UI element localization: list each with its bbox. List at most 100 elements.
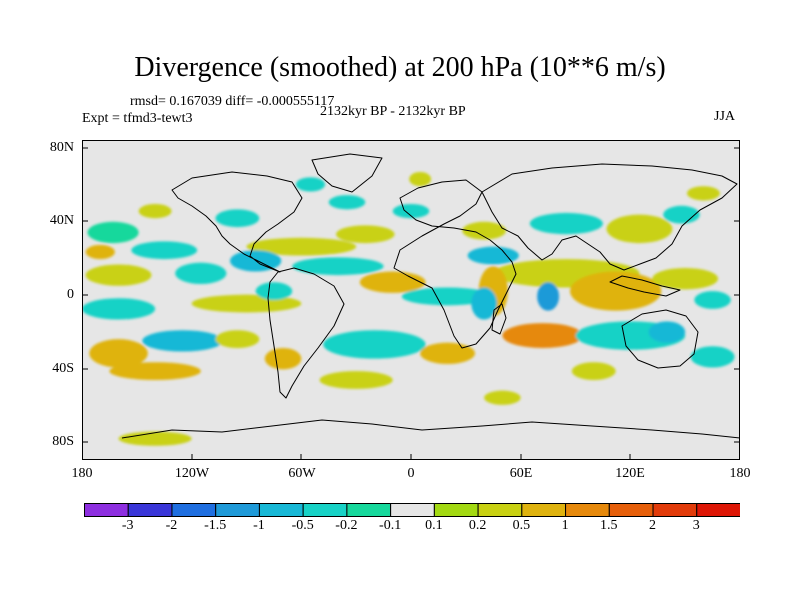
period-label: 2132kyr BP - 2132kyr BP — [320, 104, 466, 119]
colorbar-label: -0.1 — [379, 518, 402, 533]
colorbar-label: -3 — [121, 518, 134, 533]
y-tick-label: 40S — [52, 361, 74, 376]
south-america-coast — [267, 267, 345, 399]
divergence-contour — [571, 362, 616, 380]
colorbar-box — [127, 503, 173, 517]
divergence-contour — [142, 330, 223, 352]
coastlines — [121, 153, 740, 439]
divergence-contour — [606, 214, 673, 244]
divergence-contour — [109, 362, 201, 380]
divergence-contour — [336, 225, 395, 244]
divergence-contour — [323, 330, 426, 359]
divergence-contour — [82, 298, 156, 320]
colorbar — [84, 503, 740, 517]
plot-frame — [82, 140, 740, 460]
divergence-contour — [690, 346, 735, 368]
colorbar-box — [652, 503, 698, 517]
divergence-contour — [85, 244, 115, 260]
divergence-contour — [255, 282, 293, 300]
divergence-contour — [471, 287, 497, 320]
divergence-contour — [215, 209, 260, 228]
divergence-contour — [87, 221, 139, 244]
season-label: JJA — [714, 109, 736, 124]
divergence-contour — [131, 241, 198, 260]
y-tick-label: 80N — [49, 140, 74, 155]
colorbar-box — [433, 503, 479, 517]
divergence-contour — [175, 262, 227, 284]
colorbar-label: -1 — [253, 518, 265, 533]
divergence-contour — [537, 282, 560, 311]
north-america-coast — [171, 171, 303, 273]
divergence-contour — [319, 371, 393, 389]
y-tick-label: 0 — [67, 287, 74, 302]
colorbar-box — [215, 503, 260, 517]
colorbar-label: 2 — [649, 518, 657, 533]
colorbar-box — [608, 503, 654, 517]
x-tick-label: 60E — [509, 466, 533, 481]
colorbar-box — [346, 503, 392, 517]
divergence-contour — [292, 257, 384, 276]
colorbar-label: 1 — [561, 518, 569, 533]
colorbar-label: 3 — [692, 518, 700, 533]
greenland-coast — [311, 153, 383, 193]
colorbar-box — [302, 503, 348, 517]
colorbar-boxes — [84, 503, 740, 517]
colorbar-label: 0.5 — [512, 518, 531, 533]
divergence-contour — [502, 323, 583, 348]
colorbar-label: 1.5 — [600, 518, 618, 533]
colorbar-box — [84, 503, 129, 517]
x-tick-label: 120E — [615, 466, 645, 481]
divergence-contour — [663, 205, 700, 224]
y-tick-label: 80S — [52, 434, 74, 449]
colorbar-label: -0.2 — [335, 518, 358, 533]
divergence-contour — [89, 339, 148, 368]
colorbar-box — [171, 503, 217, 517]
colorbar-box — [521, 503, 567, 517]
x-tick-label: 180 — [729, 466, 751, 481]
x-tick-label: 120W — [174, 466, 210, 481]
divergence-contour — [686, 186, 720, 201]
divergence-contour — [652, 268, 719, 290]
divergence-contour — [85, 264, 152, 286]
colorbar-label: -1.5 — [204, 518, 227, 533]
divergence-contour — [264, 348, 302, 370]
europe-africa-coast — [393, 179, 517, 349]
divergence-contour — [359, 271, 426, 293]
colorbar-box — [390, 503, 435, 517]
colorbar-label: 0.2 — [468, 518, 487, 533]
divergence-contour — [138, 204, 172, 219]
colorbar-label: -0.5 — [291, 518, 314, 533]
divergence-contour — [246, 237, 357, 256]
colorbar-box — [565, 503, 610, 517]
colorbar-box — [696, 503, 740, 517]
madagascar-coast — [491, 303, 507, 335]
y-tick-label: 40N — [49, 213, 74, 228]
x-tick-label: 0 — [407, 466, 415, 481]
divergence-contour — [215, 330, 260, 348]
indonesia-coast — [609, 275, 681, 297]
divergence-contour — [467, 246, 519, 265]
divergence-contour — [648, 321, 686, 343]
divergence-contour — [462, 221, 507, 240]
divergence-contour — [409, 172, 432, 187]
australia-coast — [621, 309, 699, 369]
antarctica-coast — [121, 419, 740, 439]
divergence-map — [82, 140, 740, 460]
experiment-label: Expt = tfmd3-tewt3 — [82, 111, 193, 126]
colorbar-label: 0.1 — [425, 518, 443, 533]
divergence-contour — [529, 212, 603, 235]
divergence-contour — [328, 195, 366, 210]
asia-coast — [481, 163, 738, 271]
chart-title: Divergence (smoothed) at 200 hPa (10**6 … — [134, 52, 666, 83]
colorbar-box — [258, 503, 304, 517]
divergence-contour — [694, 291, 731, 309]
colorbar-box — [477, 503, 523, 517]
x-tick-label: 180 — [71, 466, 93, 481]
divergence-contour — [392, 204, 430, 219]
divergence-contour — [401, 287, 494, 306]
divergence-contour — [570, 271, 662, 311]
divergence-contour — [484, 390, 521, 405]
stats-label: rmsd= 0.167039 diff= -0.000555117 — [130, 94, 335, 109]
divergence-contour — [295, 177, 326, 192]
colorbar-label: -2 — [165, 518, 178, 533]
